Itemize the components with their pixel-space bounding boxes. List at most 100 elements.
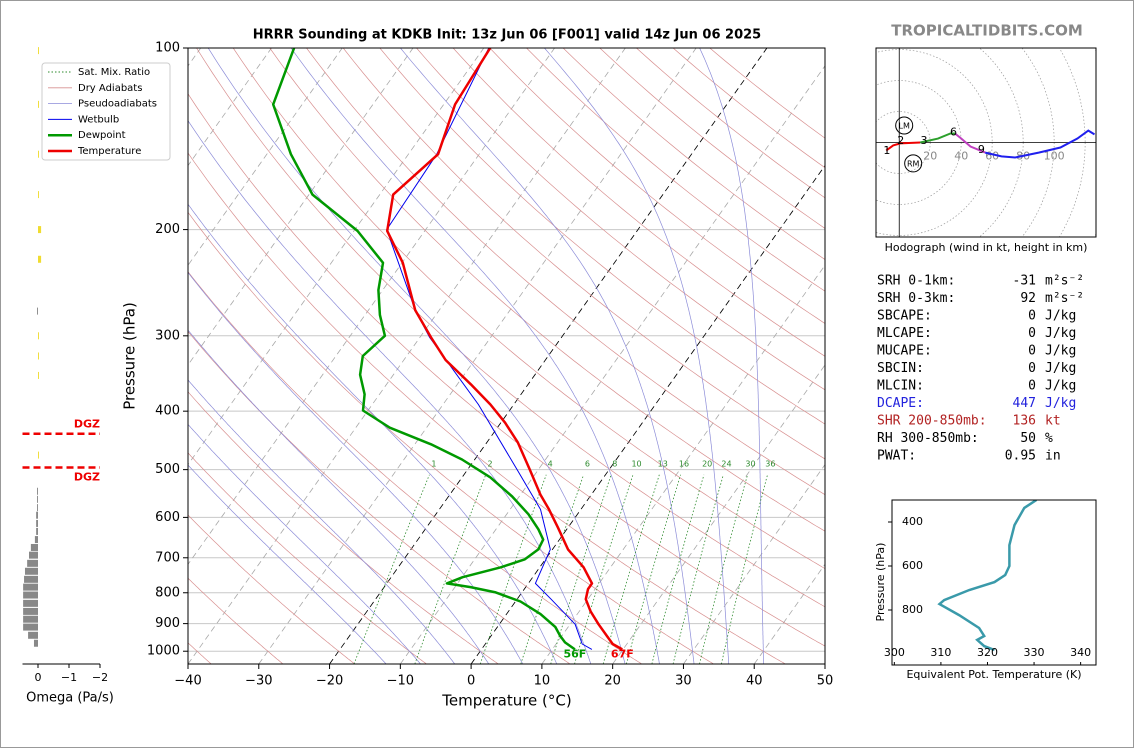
legend-label: Dewpoint xyxy=(78,130,126,141)
theta-e-y-label: Pressure (hPa) xyxy=(874,543,887,622)
y-tick-label: 1000 xyxy=(147,644,180,659)
mixing-ratio-line xyxy=(353,474,430,664)
omega-bar xyxy=(33,639,38,647)
y-tick-label: 900 xyxy=(155,616,180,631)
profile-line xyxy=(386,48,593,650)
stat-value: 0 xyxy=(1028,379,1036,394)
stat-label: SHR 200-850mb: xyxy=(877,414,987,429)
stat-unit: kt xyxy=(1045,414,1061,429)
omega-bar xyxy=(36,511,38,519)
omega-tick-label: 0 xyxy=(35,671,42,684)
omega-bar xyxy=(23,607,38,615)
x-tick-label: −10 xyxy=(387,674,414,689)
moist-adiabat xyxy=(188,271,524,664)
y-tick-label: 600 xyxy=(155,510,180,525)
mixing-ratio-label: 1 xyxy=(431,459,436,468)
dry-adiabat xyxy=(188,330,571,664)
x-tick-label: 340 xyxy=(1070,646,1091,659)
dry-adiabat xyxy=(188,211,714,664)
y-tick-label: 200 xyxy=(155,222,180,237)
hodo-ring-label: 100 xyxy=(1044,150,1065,163)
skewt-frame xyxy=(187,47,826,665)
stat-unit: m²s⁻² xyxy=(1045,291,1084,306)
dry-adiabat xyxy=(342,48,825,460)
storm-motion-marker xyxy=(895,116,914,135)
omega-tick-label: −1 xyxy=(61,671,77,684)
theta-e-plot xyxy=(937,500,1038,652)
hodo-ring-label: 40 xyxy=(954,150,968,163)
mixing-ratio-label: 8 xyxy=(612,459,617,468)
x-tick-label: 50 xyxy=(817,674,834,689)
stat-label: SBCAPE: xyxy=(877,309,932,324)
omega-bar xyxy=(23,599,38,607)
stat-label: SRH 0-3km: xyxy=(877,291,955,306)
dry-adiabat xyxy=(188,152,786,664)
moist-adiabat xyxy=(207,48,626,664)
hodo-line xyxy=(954,132,986,154)
omega-tick-label: −2 xyxy=(92,671,108,684)
omega-bar xyxy=(24,567,38,575)
mixing-ratio-line xyxy=(626,474,681,664)
omega-bar xyxy=(28,631,38,639)
chart-title: HRRR Sounding at KDKB Init: 13z Jun 06 [… xyxy=(253,28,761,43)
mixing-ratio-label: 24 xyxy=(721,459,731,468)
legend-label: Temperature xyxy=(77,146,141,157)
omega-bar xyxy=(37,487,38,495)
isotherm xyxy=(541,264,825,664)
omega-bar xyxy=(23,591,38,599)
isotherm xyxy=(612,364,825,664)
stat-unit: J/kg xyxy=(1045,326,1076,341)
omega-bar xyxy=(24,575,38,583)
y-axis-label: Pressure (hPa) xyxy=(121,302,139,410)
omega-bar xyxy=(38,371,39,379)
stat-label: PWAT: xyxy=(877,449,916,464)
omega-bar xyxy=(34,536,38,544)
stat-label: MLCIN: xyxy=(877,379,924,394)
y-tick-label: 800 xyxy=(155,585,180,600)
mixing-ratio-label: 4 xyxy=(548,459,553,468)
stats-table: SRH 0-1km: -31 m²s⁻² SRH 0-3km: 92 m²s⁻² SBCAP… xyxy=(877,274,1084,464)
y-tick-label: 700 xyxy=(155,550,180,565)
stat-unit: in xyxy=(1045,449,1061,464)
omega-bar xyxy=(38,255,42,263)
mixing-ratio-line xyxy=(414,474,487,664)
x-tick-label: 10 xyxy=(534,674,551,689)
y-tick-label: 400 xyxy=(155,404,180,419)
omega-bar xyxy=(38,451,39,459)
height-label: 1 xyxy=(883,144,890,157)
site-name: TROPICALTIDBITS.COM xyxy=(891,22,1083,40)
omega-bar xyxy=(23,583,38,591)
theta-e-axes: 300 310 320 330 340 400 600 800 xyxy=(884,515,1091,665)
x-tick-label: 320 xyxy=(977,646,998,659)
dgz-label: DGZ xyxy=(74,471,100,484)
mixing-ratio-line xyxy=(721,474,768,664)
x-tick-label: 300 xyxy=(884,646,905,659)
stat-value: 0 xyxy=(1028,344,1036,359)
omega-panel: 0 −1 −2 DGZ DGZ xyxy=(22,47,108,684)
moist-adiabat xyxy=(188,120,592,664)
mixing-ratio-label: 2 xyxy=(487,459,492,468)
stat-label: MUCAPE: xyxy=(877,344,932,359)
legend: Sat. Mix. Ratio Dry Adiabats Pseudoadiabat… xyxy=(41,62,171,161)
mixing-ratio-label: 6 xyxy=(585,459,590,468)
dry-adiabat xyxy=(306,48,825,496)
isotherm xyxy=(188,48,626,664)
dry-adiabat xyxy=(188,514,355,664)
mixing-ratio-line xyxy=(520,474,584,664)
stat-value: 50 xyxy=(1020,431,1036,446)
dry-adiabat xyxy=(379,48,825,425)
x-tick-label: 330 xyxy=(1024,646,1045,659)
omega-bar xyxy=(38,226,42,234)
x-tick-label: 40 xyxy=(746,674,763,689)
highlight-isotherm xyxy=(470,164,825,664)
moist-adiabat xyxy=(290,48,660,664)
hodo-line xyxy=(919,132,955,144)
mixing-ratio-line xyxy=(550,474,612,664)
stat-unit: J/kg xyxy=(1045,309,1076,324)
storm-motion-label: RM xyxy=(907,159,920,168)
theta-e-frame xyxy=(891,499,1097,666)
skewt-plot: 1 2 4 6 8 10 13 16 20 24 30 36 xyxy=(188,48,825,664)
stat-value: 0.95 xyxy=(1005,449,1036,464)
